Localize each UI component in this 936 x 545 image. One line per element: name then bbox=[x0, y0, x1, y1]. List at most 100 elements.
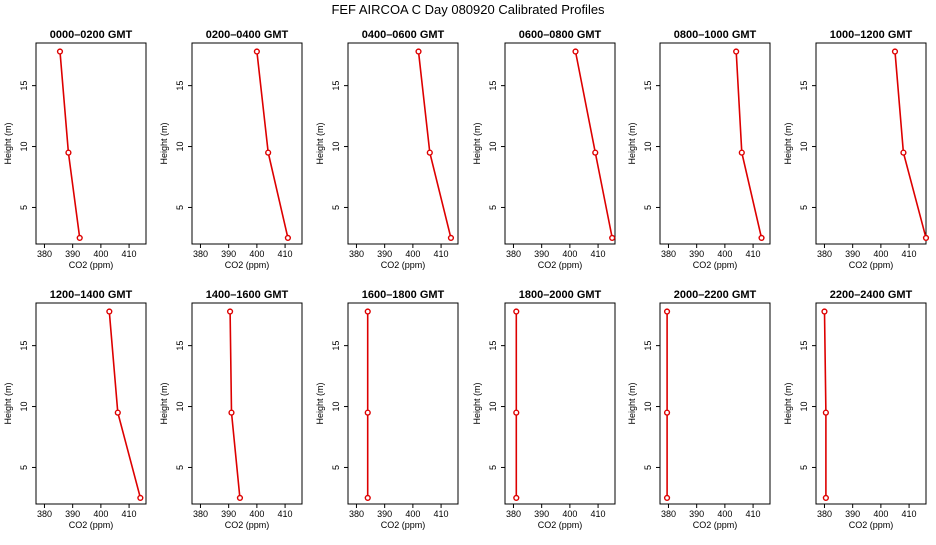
x-tick-label: 400 bbox=[717, 509, 732, 519]
panel: 1000–1200 GMT 380 390 400 410 5 10 15 CO2 (ppm) H… bbox=[783, 29, 930, 270]
panel: 2000–2200 GMT 380 390 400 410 5 10 15 CO2 (ppm) H… bbox=[627, 289, 771, 530]
plot-frame bbox=[815, 302, 927, 505]
x-tick-label: 390 bbox=[845, 249, 860, 259]
data-point bbox=[364, 409, 371, 416]
y-tick-label: 15 bbox=[643, 81, 653, 91]
y-tick-label: 5 bbox=[331, 465, 341, 470]
panel-title: 1400–1600 GMT bbox=[206, 289, 289, 301]
data-point bbox=[513, 409, 520, 416]
x-tick-label: 400 bbox=[249, 509, 264, 519]
y-axis-label: Height (m) bbox=[3, 122, 13, 164]
x-tick-label: 390 bbox=[377, 509, 392, 519]
y-tick-label: 5 bbox=[643, 465, 653, 470]
x-tick-label: 380 bbox=[193, 509, 208, 519]
data-point bbox=[822, 494, 829, 502]
data-point bbox=[758, 234, 765, 242]
data-point bbox=[609, 234, 616, 242]
y-tick-label: 15 bbox=[488, 81, 498, 91]
data-point bbox=[663, 494, 671, 502]
panel-title: 2200–2400 GMT bbox=[830, 289, 913, 301]
profile-line bbox=[229, 311, 241, 498]
panel-title: 0800–1000 GMT bbox=[674, 29, 757, 41]
x-tick-label: 410 bbox=[278, 509, 293, 519]
x-tick-label: 380 bbox=[37, 509, 52, 519]
data-point bbox=[663, 308, 671, 315]
y-axis-label: Height (m) bbox=[315, 122, 325, 164]
profile-line bbox=[59, 51, 81, 239]
y-tick-label: 5 bbox=[19, 205, 29, 210]
panel-title: 1600–1800 GMT bbox=[362, 289, 445, 301]
data-point bbox=[364, 494, 371, 502]
data-point bbox=[592, 149, 599, 156]
plot-frame bbox=[659, 42, 771, 245]
data-point bbox=[106, 308, 113, 315]
x-tick-label: 400 bbox=[405, 249, 420, 259]
data-point bbox=[900, 149, 907, 156]
y-axis-label: Height (m) bbox=[472, 382, 482, 424]
x-tick-label: 390 bbox=[534, 509, 549, 519]
y-axis-label: Height (m) bbox=[783, 122, 793, 164]
y-tick-label: 5 bbox=[19, 465, 29, 470]
profile-line bbox=[823, 311, 827, 498]
panel-title: 1000–1200 GMT bbox=[830, 29, 913, 41]
panel-title: 2000–2200 GMT bbox=[674, 289, 757, 301]
panel-title: 1200–1400 GMT bbox=[50, 289, 133, 301]
x-tick-label: 390 bbox=[221, 249, 236, 259]
x-tick-label: 380 bbox=[817, 509, 832, 519]
y-tick-label: 15 bbox=[488, 341, 498, 351]
x-tick-label: 390 bbox=[65, 509, 80, 519]
y-tick-label: 10 bbox=[331, 142, 341, 152]
x-tick-label: 400 bbox=[562, 509, 577, 519]
data-point bbox=[733, 48, 740, 55]
data-point bbox=[922, 234, 930, 242]
x-tick-label: 410 bbox=[746, 509, 761, 519]
y-tick-label: 5 bbox=[331, 205, 341, 210]
x-axis-label: CO2 (ppm) bbox=[225, 260, 270, 270]
panel: 1200–1400 GMT 380 390 400 410 5 10 15 CO2 (ppm) H… bbox=[3, 289, 147, 530]
x-tick-label: 400 bbox=[93, 249, 108, 259]
x-tick-label: 380 bbox=[193, 249, 208, 259]
panel: 0800–1000 GMT 380 390 400 410 5 10 15 CO2 (ppm) H… bbox=[627, 29, 771, 270]
y-tick-label: 15 bbox=[331, 81, 341, 91]
data-point bbox=[65, 149, 72, 156]
plot-frame bbox=[815, 42, 927, 245]
y-tick-label: 15 bbox=[643, 341, 653, 351]
y-tick-label: 10 bbox=[799, 142, 809, 152]
x-tick-label: 380 bbox=[349, 509, 364, 519]
y-axis-label: Height (m) bbox=[3, 382, 13, 424]
x-tick-label: 400 bbox=[717, 249, 732, 259]
y-tick-label: 5 bbox=[799, 205, 809, 210]
panel: 1800–2000 GMT 380 390 400 410 5 10 15 CO2 (ppm) H… bbox=[472, 289, 616, 530]
y-tick-label: 5 bbox=[488, 465, 498, 470]
y-tick-label: 15 bbox=[19, 81, 29, 91]
profile-line bbox=[894, 51, 927, 239]
data-point bbox=[253, 48, 260, 55]
x-tick-label: 400 bbox=[562, 249, 577, 259]
y-axis-label: Height (m) bbox=[627, 122, 637, 164]
y-tick-label: 10 bbox=[488, 142, 498, 152]
data-point bbox=[56, 48, 64, 55]
x-tick-label: 400 bbox=[93, 509, 108, 519]
x-tick-label: 390 bbox=[845, 509, 860, 519]
x-tick-label: 380 bbox=[661, 509, 676, 519]
y-tick-label: 10 bbox=[175, 402, 185, 412]
panel: 0400–0600 GMT 380 390 400 410 5 10 15 CO2 (ppm) H… bbox=[315, 29, 459, 270]
x-tick-label: 380 bbox=[37, 249, 52, 259]
y-tick-label: 15 bbox=[175, 341, 185, 351]
y-tick-label: 5 bbox=[799, 465, 809, 470]
plot-frame bbox=[504, 42, 616, 245]
y-tick-label: 5 bbox=[175, 465, 185, 470]
y-axis-label: Height (m) bbox=[627, 382, 637, 424]
plot-frame bbox=[659, 302, 771, 505]
data-point bbox=[822, 409, 829, 416]
x-tick-label: 390 bbox=[377, 249, 392, 259]
y-tick-label: 15 bbox=[799, 81, 809, 91]
x-axis-label: CO2 (ppm) bbox=[381, 260, 426, 270]
panel: 0000–0200 GMT 380 390 400 410 5 10 15 CO2 (ppm) H… bbox=[3, 29, 147, 270]
profile-line bbox=[574, 51, 613, 239]
main-title: FEF AIRCOA C Day 080920 Calibrated Profi… bbox=[331, 2, 605, 17]
y-axis-label: Height (m) bbox=[159, 382, 169, 424]
y-tick-label: 10 bbox=[799, 402, 809, 412]
x-tick-label: 410 bbox=[434, 249, 449, 259]
